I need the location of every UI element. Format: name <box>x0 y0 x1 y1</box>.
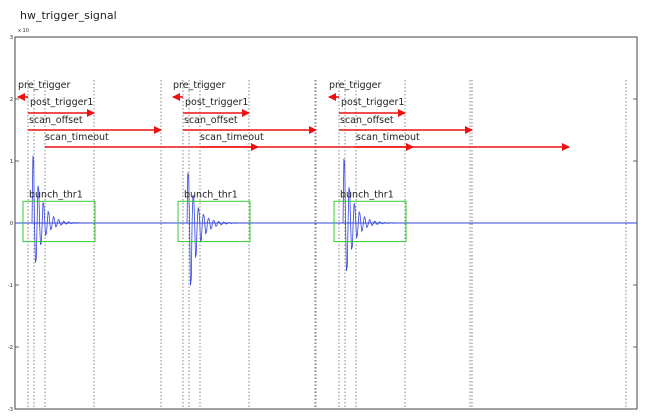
scan-offset-label: scan_offset <box>340 115 394 126</box>
scan-offset-label: scan_offset <box>184 115 238 126</box>
bunch-label: bunch_thr1 <box>29 189 83 200</box>
bunch-threshold-box <box>177 200 251 243</box>
signal-pulse <box>335 158 403 271</box>
post-trigger-label: post_trigger1 <box>341 97 404 108</box>
post-trigger-label: post_trigger1 <box>30 97 93 108</box>
bunch-label: bunch_thr1 <box>184 189 238 200</box>
y-tick-label: -1 <box>8 283 13 289</box>
bunch-threshold-box <box>333 200 407 243</box>
y-tick-label: -2 <box>8 345 13 351</box>
pre-trigger-label: pre_trigger <box>18 80 70 91</box>
y-tick-label: 3 <box>10 35 13 41</box>
scan-timeout-label: scan_timeout <box>356 132 420 143</box>
pre-trigger-label: pre_trigger <box>173 80 225 91</box>
chart-title: hw_trigger_signal <box>20 9 117 22</box>
scan-timeout-label: scan_timeout <box>45 132 109 143</box>
pre-trigger-label: pre_trigger <box>329 80 381 91</box>
post-trigger-label: post_trigger1 <box>185 97 248 108</box>
y-tick-label: 0 <box>10 221 13 227</box>
y-tick-label: -3 <box>8 407 13 413</box>
signal-pulse <box>24 155 92 263</box>
bunch-label: bunch_thr1 <box>340 189 394 200</box>
scan-timeout-label: scan_timeout <box>200 132 264 143</box>
signal-pulse <box>179 172 247 286</box>
y-tick-label: 2 <box>10 97 13 103</box>
scan-offset-label: scan_offset <box>29 115 83 126</box>
bunch-threshold-box <box>22 200 96 243</box>
y-exponent-label: x 10 <box>18 28 29 34</box>
y-tick-label: 1 <box>10 159 13 165</box>
